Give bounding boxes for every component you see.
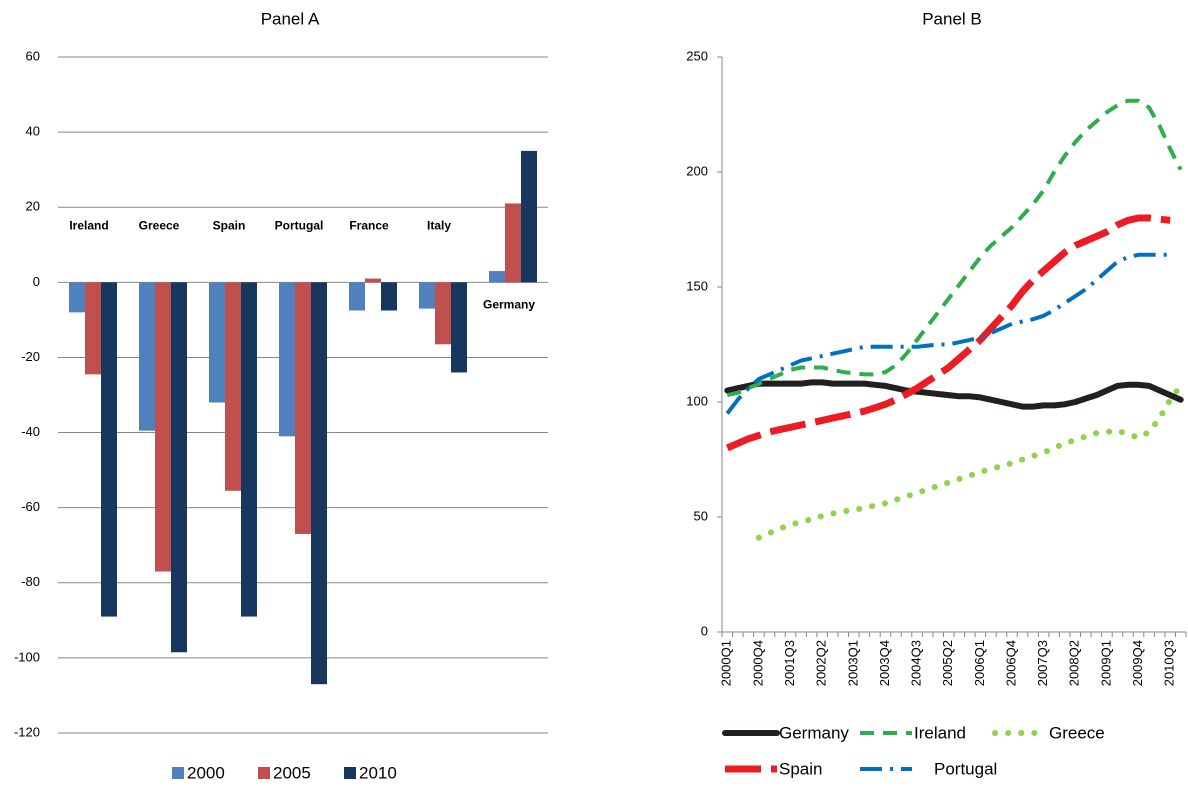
bar <box>101 282 117 617</box>
legend-swatch <box>344 767 356 779</box>
x-tick-label: 2006Q1 <box>972 640 987 686</box>
x-tick-label: 2006Q4 <box>1003 640 1018 686</box>
legend-label: Germany <box>779 723 849 742</box>
y-tick-label: 0 <box>33 274 40 289</box>
line-series <box>725 214 1171 452</box>
legend-label: 2000 <box>187 763 225 782</box>
line-series <box>726 98 1183 398</box>
bar <box>279 282 295 437</box>
bar <box>349 282 365 311</box>
y-tick-label: -40 <box>21 424 40 439</box>
bar <box>69 282 85 313</box>
y-tick-label: 20 <box>26 199 40 214</box>
x-tick-label: 2009Q4 <box>1130 640 1145 686</box>
panel-a-title: Panel A <box>261 9 320 28</box>
bar <box>209 282 225 403</box>
x-tick-label: 2005Q2 <box>940 640 955 686</box>
bar <box>139 282 155 431</box>
x-tick-label: 2003Q4 <box>877 640 892 686</box>
x-tick-label: 2010Q3 <box>1162 640 1177 686</box>
category-label: Portugal <box>275 219 324 233</box>
y-tick-label: 200 <box>686 163 708 178</box>
category-label: Spain <box>213 219 246 233</box>
category-label: Greece <box>139 219 180 233</box>
bar <box>295 282 311 534</box>
bar <box>85 282 101 375</box>
x-tick-label: 2004Q3 <box>909 640 924 686</box>
bar <box>521 150 537 283</box>
line-series <box>725 252 1171 415</box>
legend-swatch <box>172 767 184 779</box>
line-series <box>724 379 1184 410</box>
bar <box>241 282 257 617</box>
legend-label: Spain <box>779 759 822 778</box>
x-tick-label: 2000Q1 <box>719 640 734 686</box>
panel-b-title: Panel B <box>922 9 982 28</box>
bar <box>419 282 435 309</box>
y-tick-label: 60 <box>26 48 40 63</box>
x-tick-label: 2003Q1 <box>845 640 860 686</box>
bar <box>155 282 171 572</box>
legend-label: 2005 <box>273 763 311 782</box>
legend-swatch <box>258 767 270 779</box>
y-tick-label: 0 <box>701 623 708 638</box>
x-tick-label: 2008Q2 <box>1067 640 1082 686</box>
bar <box>435 282 451 345</box>
bar <box>451 282 467 373</box>
y-tick-label: -20 <box>21 349 40 364</box>
y-tick-label: 100 <box>686 393 708 408</box>
y-tick-label: -100 <box>14 649 40 664</box>
bar <box>505 203 521 283</box>
category-label: France <box>349 219 389 233</box>
bar <box>365 278 381 283</box>
category-label: Germany <box>483 298 535 312</box>
bar <box>489 271 505 283</box>
x-tick-label: 2007Q3 <box>1035 640 1050 686</box>
x-tick-label: 2009Q1 <box>1098 640 1113 686</box>
y-tick-label: 250 <box>686 48 708 63</box>
legend-label: Ireland <box>914 723 966 742</box>
legend-label: Greece <box>1049 723 1105 742</box>
legend-label: Portugal <box>934 759 997 778</box>
x-tick-label: 2001Q3 <box>782 640 797 686</box>
x-tick-label: 2002Q2 <box>814 640 829 686</box>
y-tick-label: 40 <box>26 124 40 139</box>
category-label: Italy <box>427 219 451 233</box>
bar <box>381 282 397 311</box>
bar <box>171 282 187 653</box>
y-tick-label: -120 <box>14 724 40 739</box>
bar <box>225 282 241 491</box>
legend-label: 2010 <box>359 763 397 782</box>
x-tick-label: 2000Q4 <box>750 640 765 686</box>
y-tick-label: -80 <box>21 574 40 589</box>
line-series <box>755 382 1184 541</box>
y-tick-label: 150 <box>686 278 708 293</box>
y-tick-label: 50 <box>694 508 708 523</box>
y-tick-label: -60 <box>21 499 40 514</box>
bar <box>311 282 327 685</box>
category-label: Ireland <box>69 219 108 233</box>
